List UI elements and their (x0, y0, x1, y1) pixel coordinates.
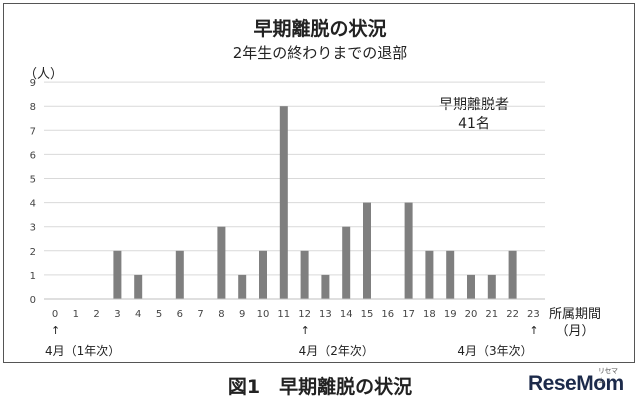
marker-label: 4月（2年次） (298, 344, 374, 358)
chart-title: 早期離脱の状況 (253, 18, 387, 40)
x-tick-label: 8 (218, 309, 224, 320)
x-tick-label: 21 (485, 309, 498, 320)
bar (279, 106, 288, 299)
marker-arrow-icon: ↑ (51, 324, 61, 337)
marker-arrow-icon: ↑ (300, 324, 310, 337)
x-tick-label: 6 (177, 309, 183, 320)
x-tick-label: 23 (527, 309, 540, 320)
x-tick-label: 18 (423, 309, 436, 320)
bar (404, 202, 413, 299)
y-tick-label: 5 (30, 175, 36, 186)
x-tick-label: 20 (465, 309, 478, 320)
x-axis-label-line1: 所属期間 (549, 307, 602, 322)
x-tick-label: 9 (239, 309, 245, 320)
x-tick-label: 15 (361, 309, 374, 320)
x-tick-label: 5 (156, 309, 162, 320)
logo-text: ReseMom (528, 372, 624, 395)
total-annotation: 早期離脱者 41名 (419, 96, 529, 134)
bar (175, 250, 184, 299)
y-tick-label: 8 (30, 102, 36, 113)
x-tick-label: 4 (135, 309, 141, 320)
marker-arrow-icon: ↑ (529, 324, 539, 337)
resemom-logo: ReseMom リセマム (528, 368, 624, 396)
y-tick-label: 2 (30, 247, 36, 258)
x-tick-label: 2 (93, 309, 99, 320)
figure-caption: 図1 早期離脱の状況 (227, 376, 413, 398)
y-tick-label: 9 (30, 78, 36, 89)
bar (363, 202, 371, 299)
y-tick-label: 0 (30, 295, 36, 306)
x-tick-label: 1 (73, 309, 79, 320)
x-tick-label: 22 (506, 309, 519, 320)
bar (321, 274, 330, 299)
total-annotation-label: 早期離脱者 (439, 97, 509, 113)
bar (134, 274, 143, 299)
bar (113, 250, 122, 299)
marker-label: 4月（3年次） (457, 344, 533, 358)
bar (467, 274, 475, 299)
x-tick-label: 12 (298, 309, 311, 320)
marker-label: 4月（1年次） (45, 344, 121, 358)
x-axis-label: 所属期間 （月） (549, 306, 601, 340)
y-tick-label: 1 (30, 271, 36, 282)
chart-frame: 早期離脱の状況 2年生の終わりまでの退部 （人） 早期離脱者 41名 所属期間 … (3, 3, 635, 363)
bar (508, 250, 517, 299)
x-tick-label: 14 (340, 309, 353, 320)
x-tick-label: 17 (402, 309, 415, 320)
x-tick-label: 0 (52, 309, 58, 320)
bar (342, 226, 351, 299)
bar (425, 250, 434, 299)
bar (259, 250, 267, 299)
x-tick-label: 16 (381, 309, 394, 320)
logo-subtext: リセマム (598, 368, 618, 385)
x-tick-label: 7 (197, 309, 203, 320)
chart-subtitle: 2年生の終わりまでの退部 (232, 44, 408, 62)
x-axis-label-line2: （月） (555, 324, 595, 339)
y-tick-label: 3 (30, 223, 36, 234)
bar (238, 274, 247, 299)
x-tick-label: 10 (257, 309, 270, 320)
bar (300, 250, 309, 299)
y-tick-label: 4 (30, 199, 36, 210)
y-tick-label: 7 (30, 126, 36, 137)
y-axis-label: （人） (24, 67, 64, 82)
x-tick-label: 19 (444, 309, 457, 320)
bar (487, 274, 496, 299)
x-tick-label: 13 (319, 309, 332, 320)
bar (446, 250, 455, 299)
total-annotation-value: 41名 (458, 116, 490, 132)
x-tick-label: 11 (277, 309, 290, 320)
y-tick-label: 6 (30, 150, 36, 161)
bar (217, 226, 226, 299)
x-tick-label: 3 (114, 309, 120, 320)
